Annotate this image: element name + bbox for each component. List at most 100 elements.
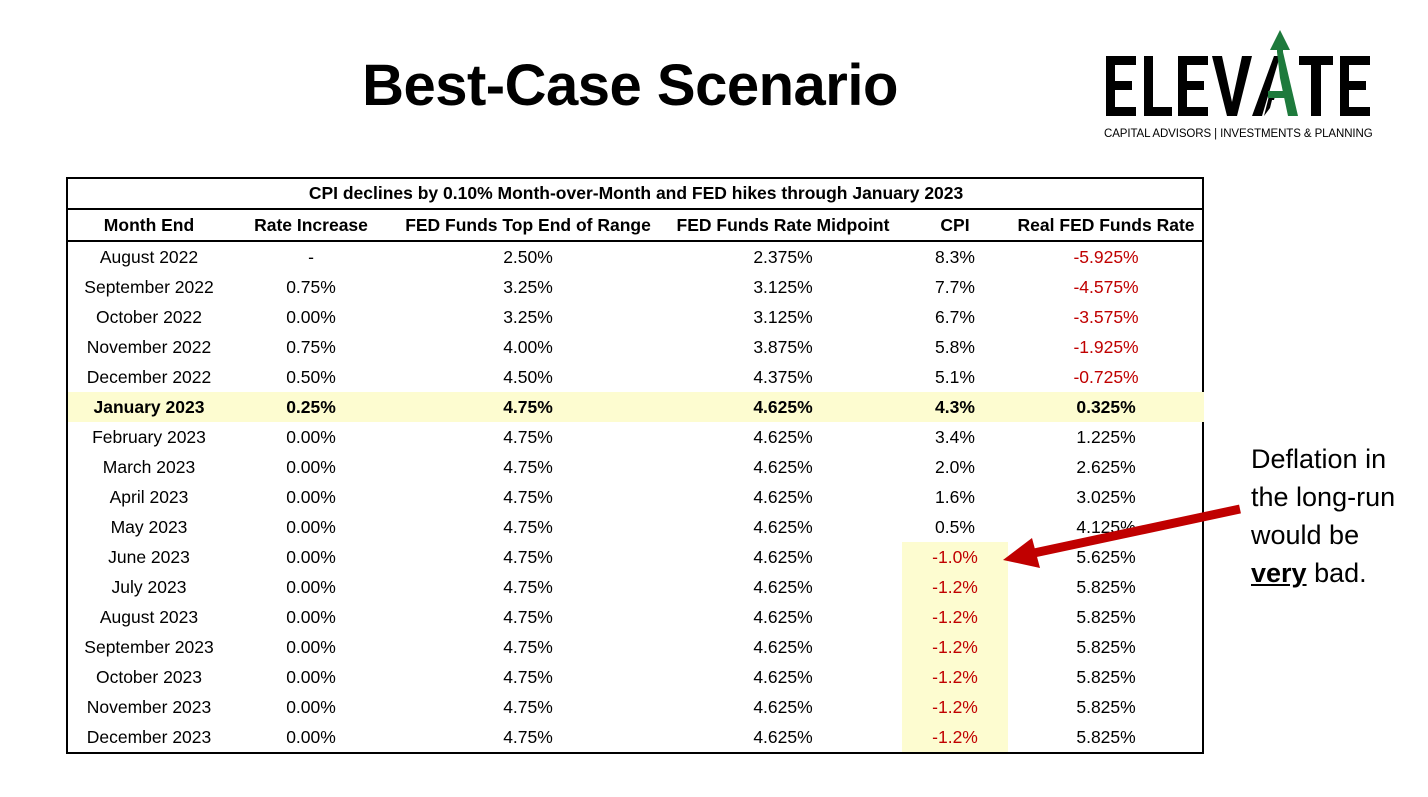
cell-cpi: 8.3% xyxy=(935,246,975,267)
table-row: July 2023 0.00% 4.75% 4.625% -1.2% 5.825% xyxy=(68,572,1204,602)
cell-fed-top-end: 2.50% xyxy=(503,246,553,267)
table-row: October 2022 0.00% 3.25% 3.125% 6.7% -3.575% xyxy=(68,302,1204,332)
cell-month-end: October 2023 xyxy=(95,666,203,687)
cell-rate-increase: 0.00% xyxy=(286,576,336,597)
cell-real-fed-rate: 5.625% xyxy=(1076,546,1136,567)
cell-fed-midpoint: 4.625% xyxy=(753,666,813,687)
table-row: January 2023 0.25% 4.75% 4.625% 4.3% 0.325% xyxy=(68,392,1205,422)
cell-fed-midpoint: 4.625% xyxy=(753,426,813,447)
rates-table-container: CPI declines by 0.10% Month-over-Month a… xyxy=(66,177,1205,754)
column-header-fed-midpoint: FED Funds Rate Midpoint xyxy=(664,209,902,242)
cell-fed-midpoint: 4.625% xyxy=(753,486,813,507)
cell-fed-top-end: 3.25% xyxy=(503,306,553,327)
cell-real-fed-rate: 5.825% xyxy=(1076,726,1136,747)
table-row: December 2022 0.50% 4.50% 4.375% 5.1% -0.725% xyxy=(68,362,1204,392)
cell-month-end: April 2023 xyxy=(109,486,189,507)
column-header-fed-top-end: FED Funds Top End of Range xyxy=(392,209,664,242)
cell-real-fed-rate: 5.825% xyxy=(1076,606,1136,627)
cell-fed-top-end: 4.75% xyxy=(503,666,553,687)
cell-rate-increase: 0.00% xyxy=(286,486,336,507)
cell-fed-midpoint: 4.625% xyxy=(753,636,813,657)
cell-month-end: June 2023 xyxy=(108,546,190,567)
cell-month-end: November 2022 xyxy=(86,336,212,357)
cell-cpi: 0.5% xyxy=(935,516,975,537)
column-header-cpi: CPI xyxy=(902,209,1008,242)
cell-real-fed-rate: 5.825% xyxy=(1076,696,1136,717)
table-row: August 2022 - 2.50% 2.375% 8.3% -5.925% xyxy=(68,241,1204,272)
cell-fed-midpoint: 4.625% xyxy=(753,726,813,747)
table-row: June 2023 0.00% 4.75% 4.625% -1.0% 5.625% xyxy=(68,542,1204,572)
cell-fed-top-end: 4.75% xyxy=(503,516,553,537)
table-row: November 2022 0.75% 4.00% 3.875% 5.8% -1.925% xyxy=(68,332,1204,362)
cell-fed-top-end: 4.75% xyxy=(392,392,664,422)
cell-fed-top-end: 4.75% xyxy=(503,726,553,747)
cell-month-end: February 2023 xyxy=(92,426,206,447)
cell-fed-top-end: 4.75% xyxy=(503,426,553,447)
cell-cpi: -1.2% xyxy=(902,722,1008,752)
cell-rate-increase: 0.50% xyxy=(286,366,336,387)
cell-fed-midpoint: 4.375% xyxy=(753,366,813,387)
cell-month-end: January 2023 xyxy=(68,392,230,422)
cell-fed-midpoint: 3.125% xyxy=(753,306,813,327)
cell-fed-top-end: 4.75% xyxy=(503,546,553,567)
column-header-month-end: Month End xyxy=(68,209,230,242)
rates-table: CPI declines by 0.10% Month-over-Month a… xyxy=(68,179,1205,752)
annotation-line-1: Deflation in xyxy=(1251,444,1387,474)
cell-fed-top-end: 4.50% xyxy=(503,366,553,387)
cell-month-end: August 2023 xyxy=(99,606,199,627)
cell-month-end: December 2022 xyxy=(86,366,212,387)
column-header-rate-increase: Rate Increase xyxy=(230,209,392,242)
cell-fed-top-end: 4.75% xyxy=(503,606,553,627)
cell-rate-increase: 0.00% xyxy=(286,306,336,327)
table-row: November 2023 0.00% 4.75% 4.625% -1.2% 5.825% xyxy=(68,692,1204,722)
cell-rate-increase: 0.00% xyxy=(286,426,336,447)
cell-rate-increase: 0.00% xyxy=(286,666,336,687)
logo-tagline: CAPITAL ADVISORS | INVESTMENTS & PLANNIN… xyxy=(1104,128,1373,140)
cell-cpi: 5.8% xyxy=(935,336,975,357)
cell-fed-top-end: 4.75% xyxy=(503,636,553,657)
cell-real-fed-rate: 0.325% xyxy=(1008,392,1205,422)
deflation-annotation: Deflation in the long-run would be very … xyxy=(1251,440,1428,592)
table-body: August 2022 - 2.50% 2.375% 8.3% -5.925% Septem… xyxy=(68,241,1205,752)
cell-month-end: November 2023 xyxy=(86,696,212,717)
cell-month-end: May 2023 xyxy=(110,516,188,537)
annotation-line-3: would be xyxy=(1251,520,1360,550)
cell-month-end: March 2023 xyxy=(102,456,196,477)
table-caption: CPI declines by 0.10% Month-over-Month a… xyxy=(68,179,1205,210)
cell-cpi: -1.2% xyxy=(902,692,1008,722)
table-row: September 2023 0.00% 4.75% 4.625% -1.2% 5.825… xyxy=(68,632,1204,662)
elevate-logo: CAPITAL ADVISORS | INVESTMENTS & PLANNIN… xyxy=(1104,30,1386,148)
slide-title: Best-Case Scenario xyxy=(362,53,898,118)
cell-cpi: -1.0% xyxy=(902,542,1008,572)
cell-fed-top-end: 4.00% xyxy=(503,336,553,357)
cell-month-end: August 2022 xyxy=(99,246,199,267)
cell-real-fed-rate: 5.825% xyxy=(1076,636,1136,657)
table-row: September 2022 0.75% 3.25% 3.125% 7.7% -4.575… xyxy=(68,272,1204,302)
column-header-real-fed-rate: Real FED Funds Rate xyxy=(1008,209,1205,242)
cell-fed-midpoint: 4.625% xyxy=(753,576,813,597)
cell-real-fed-rate: -3.575% xyxy=(1073,306,1139,327)
cell-rate-increase: 0.00% xyxy=(286,726,336,747)
cell-fed-midpoint: 3.125% xyxy=(753,276,813,297)
annotation-line-4-rest: bad. xyxy=(1306,558,1367,588)
table-header-row: Month End Rate Increase FED Funds Top En… xyxy=(68,209,1205,242)
cell-fed-top-end: 4.75% xyxy=(503,486,553,507)
cell-real-fed-rate: 1.225% xyxy=(1076,426,1136,447)
cell-rate-increase: 0.00% xyxy=(286,546,336,567)
cell-fed-midpoint: 4.625% xyxy=(753,456,813,477)
cell-real-fed-rate: 5.825% xyxy=(1076,666,1136,687)
cell-month-end: July 2023 xyxy=(111,576,187,597)
annotation-line-4: very bad. xyxy=(1251,554,1428,592)
annotation-line-2: the long-run xyxy=(1251,482,1396,512)
cell-fed-midpoint: 3.875% xyxy=(753,336,813,357)
cell-real-fed-rate: -5.925% xyxy=(1073,246,1139,267)
cell-rate-increase: 0.75% xyxy=(286,336,336,357)
cell-rate-increase: 0.00% xyxy=(286,636,336,657)
cell-fed-midpoint: 2.375% xyxy=(753,246,813,267)
cell-cpi: -1.2% xyxy=(902,632,1008,662)
table-row: April 2023 0.00% 4.75% 4.625% 1.6% 3.025% xyxy=(68,482,1204,512)
table-row: May 2023 0.00% 4.75% 4.625% 0.5% 4.125% xyxy=(68,512,1204,542)
cell-real-fed-rate: -4.575% xyxy=(1073,276,1139,297)
cell-cpi: 4.3% xyxy=(902,392,1008,422)
cell-month-end: September 2022 xyxy=(84,276,214,297)
